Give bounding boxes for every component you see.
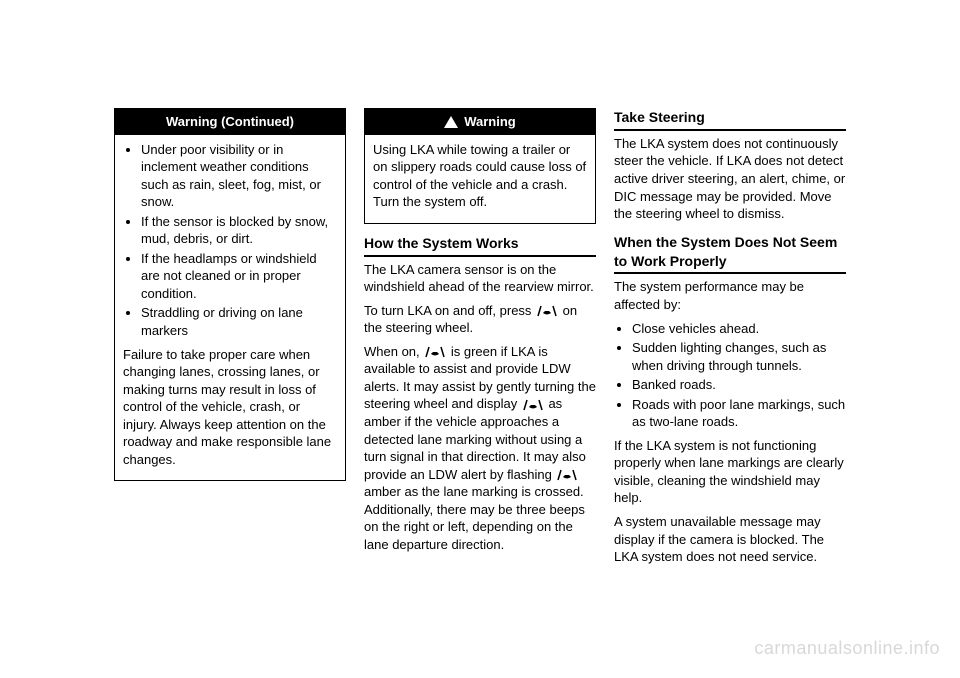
text-fragment: To turn LKA on and off, press xyxy=(364,303,535,318)
lka-icon xyxy=(556,468,578,482)
warning-body: Under poor visibility or in inclement we… xyxy=(115,135,345,481)
text-fragment: amber as the lane marking is crossed. Ad… xyxy=(364,484,585,552)
warning-paragraph: Failure to take proper care when changin… xyxy=(123,346,337,469)
warning-body: Using LKA while towing a trailer or on s… xyxy=(365,135,595,223)
take-steering-title: Take Steering xyxy=(614,108,846,131)
warning-box: Warning Using LKA while towing a trailer… xyxy=(364,108,596,224)
list-item: If the sensor is blocked by snow, mud, d… xyxy=(141,213,337,248)
not-working-title: When the System Does Not Seem to Work Pr… xyxy=(614,233,846,275)
text-fragment: When on, xyxy=(364,344,423,359)
list-item: Sudden lighting changes, such as when dr… xyxy=(632,339,846,374)
warning-bullet-list: Under poor visibility or in inclement we… xyxy=(123,141,337,340)
watermark: carmanualsonline.info xyxy=(754,636,940,660)
warning-header: Warning (Continued) xyxy=(115,109,345,135)
column-left: Warning (Continued) Under poor visibilit… xyxy=(114,108,346,572)
how-system-works-title: How the System Works xyxy=(364,234,596,257)
list-item: Roads with poor lane markings, such as t… xyxy=(632,396,846,431)
column-center: Warning Using LKA while towing a trailer… xyxy=(364,108,596,572)
warning-header: Warning xyxy=(365,109,595,135)
list-item: Under poor visibility or in inclement we… xyxy=(141,141,337,211)
how-paragraph-1: The LKA camera sensor is on the windshie… xyxy=(364,261,596,296)
not-working-p3: A system unavailable message may display… xyxy=(614,513,846,566)
list-item: If the headlamps or windshield are not c… xyxy=(141,250,337,303)
how-paragraph-3: When on, is green if LKA is available to… xyxy=(364,343,596,554)
list-item: Banked roads. xyxy=(632,376,846,394)
take-steering-body: The LKA system does not continuously ste… xyxy=(614,135,846,223)
lka-icon xyxy=(536,304,558,318)
lka-icon xyxy=(424,345,446,359)
not-working-p2: If the LKA system is not functioning pro… xyxy=(614,437,846,507)
warning-box-continued: Warning (Continued) Under poor visibilit… xyxy=(114,108,346,481)
warning-header-text: Warning xyxy=(464,113,516,131)
list-item: Straddling or driving on lane markers xyxy=(141,304,337,339)
lka-icon xyxy=(522,398,544,412)
warning-triangle-icon xyxy=(444,116,458,128)
column-right: Take Steering The LKA system does not co… xyxy=(614,108,846,572)
manual-page: Warning (Continued) Under poor visibilit… xyxy=(114,108,846,572)
not-working-lead: The system performance may be affected b… xyxy=(614,278,846,313)
how-paragraph-2: To turn LKA on and off, press on the ste… xyxy=(364,302,596,337)
warning-text: Using LKA while towing a trailer or on s… xyxy=(373,141,587,211)
not-working-list: Close vehicles ahead. Sudden lighting ch… xyxy=(614,320,846,431)
list-item: Close vehicles ahead. xyxy=(632,320,846,338)
